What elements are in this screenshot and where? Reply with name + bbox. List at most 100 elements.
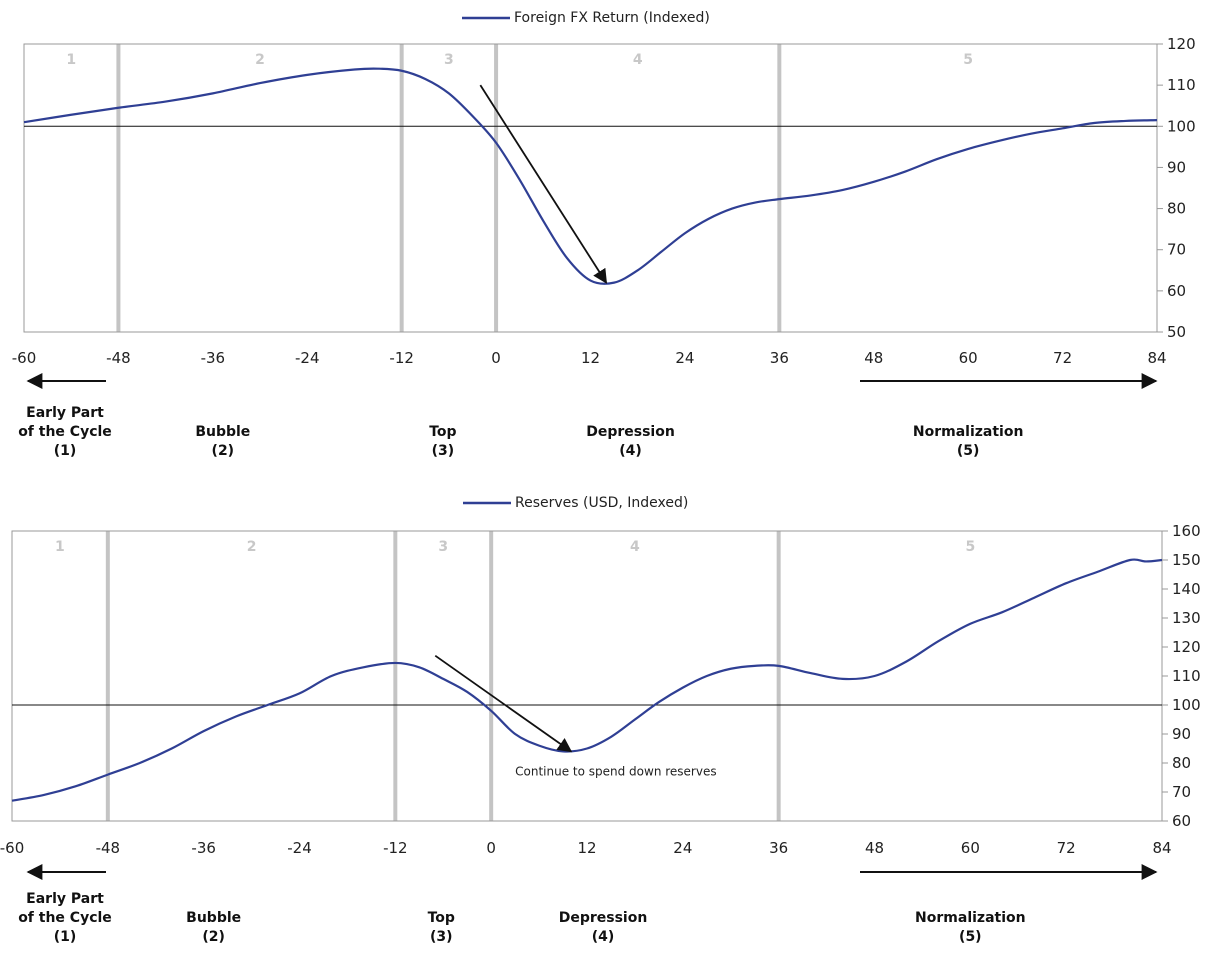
data-point [874, 675, 876, 677]
phase-label: (4) [592, 929, 615, 945]
data-point [1097, 571, 1099, 573]
data-point [590, 280, 592, 282]
data-point [969, 623, 971, 625]
data-point [466, 691, 468, 693]
data-point [353, 69, 355, 71]
data-point [1033, 597, 1035, 599]
y-tick-label: 90 [1167, 158, 1186, 176]
data-point [495, 142, 497, 144]
data-point [362, 666, 364, 668]
x-tick-label: 0 [486, 839, 496, 857]
phase-number: 1 [66, 52, 76, 68]
data-point [23, 121, 25, 123]
chart-panel-1: Foreign FX Return (Indexed)1 2 3 4 550607080… [12, 10, 1196, 459]
phase-number: 4 [633, 52, 643, 68]
trend-arrow [434, 654, 573, 753]
data-point [731, 208, 733, 210]
data-point [306, 74, 308, 76]
data-point [637, 269, 639, 271]
phase-label: Early Part [26, 891, 104, 907]
x-tick-label: -60 [12, 349, 37, 367]
y-tick-label: 100 [1167, 117, 1196, 135]
phase-label: Normalization [915, 910, 1026, 926]
y-tick-label: 80 [1172, 754, 1191, 772]
y-tick-label: 150 [1172, 551, 1201, 569]
data-point [999, 140, 1001, 142]
data-point [634, 719, 636, 721]
x-tick-label: 24 [673, 839, 692, 857]
x-tick-label: 12 [577, 839, 596, 857]
data-point [117, 107, 119, 109]
phase-label: (5) [959, 929, 982, 945]
data-point [842, 678, 844, 680]
data-point [1129, 559, 1131, 561]
phase-number: 2 [247, 539, 257, 555]
y-tick-label: 100 [1172, 696, 1201, 714]
data-point [810, 672, 812, 674]
phase-number: 2 [255, 52, 265, 68]
data-point [682, 687, 684, 689]
phase-label: Top [429, 424, 456, 440]
x-tick-label: -12 [383, 839, 408, 857]
phase-number: 1 [55, 539, 65, 555]
chart-panel-2: Reserves (USD, Indexed)1 2 3 4 5607080901001… [0, 495, 1201, 945]
data-point [330, 675, 332, 677]
x-tick-label: 60 [959, 349, 978, 367]
y-tick-label: 90 [1172, 725, 1191, 743]
data-point [610, 736, 612, 738]
y-tick-label: 140 [1172, 580, 1201, 598]
phase-label: (2) [202, 929, 225, 945]
phase-label: (3) [430, 929, 453, 945]
data-point [424, 78, 426, 80]
data-point [203, 730, 205, 732]
phase-number: 3 [438, 539, 448, 555]
x-tick-label: 48 [864, 349, 883, 367]
x-tick-label: -48 [96, 839, 121, 857]
x-tick-label: -48 [106, 349, 131, 367]
phase-label: of the Cycle [18, 910, 112, 926]
data-point [1001, 611, 1003, 613]
phase-label: (5) [957, 443, 980, 459]
phase-label: Bubble [195, 424, 250, 440]
data-point [660, 251, 662, 253]
data-point [212, 92, 214, 94]
data-point [299, 692, 301, 694]
data-point [75, 785, 77, 787]
data-point [841, 189, 843, 191]
data-point [937, 640, 939, 642]
x-tick-label: 36 [770, 349, 789, 367]
phase-label: Early Part [26, 405, 104, 421]
data-point [542, 220, 544, 222]
data-point [139, 762, 141, 764]
legend-label: Foreign FX Return (Indexed) [514, 10, 710, 26]
data-point [538, 745, 540, 747]
y-tick-label: 70 [1167, 241, 1186, 259]
series-line [23, 67, 1158, 285]
x-tick-label: -24 [287, 839, 312, 857]
data-point [267, 704, 269, 706]
data-point [394, 662, 396, 664]
data-point [70, 114, 72, 116]
phase-label: (2) [212, 443, 235, 459]
data-point [418, 666, 420, 668]
data-point [754, 665, 756, 667]
x-tick-label: 72 [1057, 839, 1076, 857]
data-point [1161, 559, 1163, 561]
y-tick-label: 120 [1167, 35, 1196, 53]
y-tick-label: 60 [1172, 812, 1191, 830]
y-tick-label: 130 [1172, 609, 1201, 627]
data-point [905, 661, 907, 663]
data-point [448, 92, 450, 94]
x-tick-label: 0 [491, 349, 501, 367]
data-point [810, 194, 812, 196]
phase-number: 5 [965, 539, 975, 555]
series-line [11, 558, 1163, 802]
data-point [708, 218, 710, 220]
phase-label: of the Cycle [18, 424, 112, 440]
data-point [1145, 560, 1147, 562]
data-point [967, 148, 969, 150]
x-tick-label: -36 [191, 839, 216, 857]
data-point [107, 774, 109, 776]
data-point [377, 68, 379, 70]
phase-label: Depression [586, 424, 675, 440]
